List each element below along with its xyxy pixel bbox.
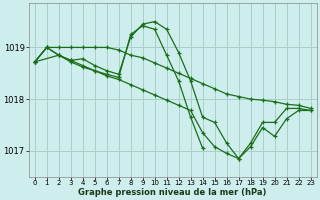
X-axis label: Graphe pression niveau de la mer (hPa): Graphe pression niveau de la mer (hPa)	[78, 188, 267, 197]
